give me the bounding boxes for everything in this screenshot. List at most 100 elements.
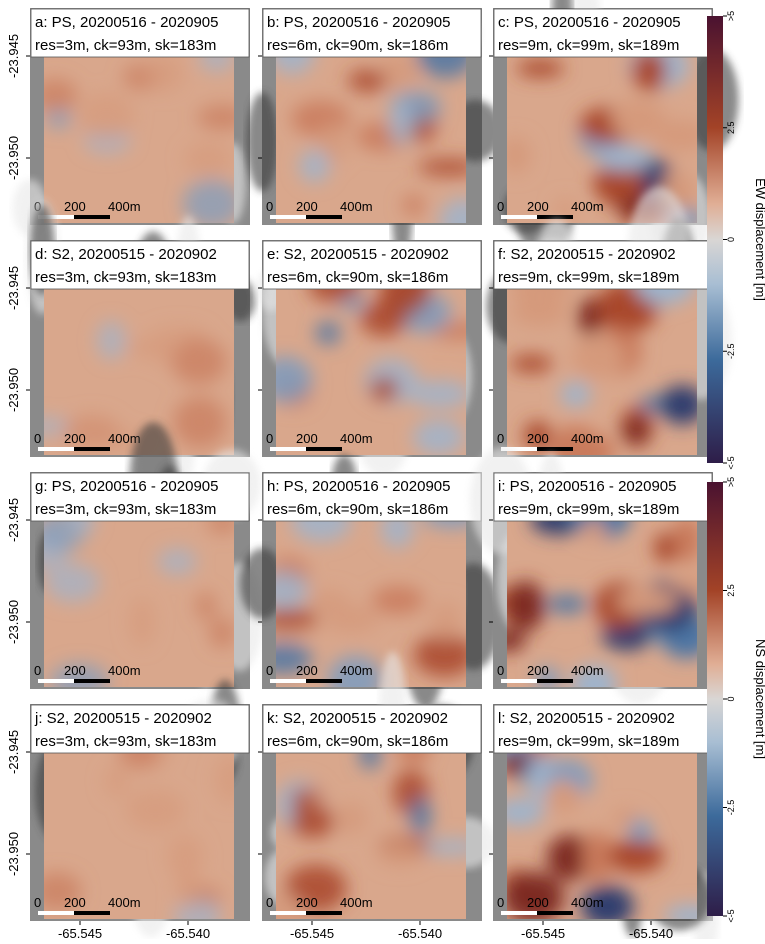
scale-bar-label: 400m xyxy=(340,663,373,678)
x-tick-label: -65.540 xyxy=(166,926,210,939)
scale-bar-label: 200 xyxy=(527,663,549,678)
scale-bar-label: 200 xyxy=(64,663,86,678)
y-tick-label: -23.945 xyxy=(6,266,21,310)
displacement-blob xyxy=(507,581,545,631)
displacement-blob xyxy=(45,563,100,602)
displacement-raster xyxy=(258,262,492,455)
scale-bar-label: 0 xyxy=(266,199,273,214)
x-tick-label: -65.545 xyxy=(58,926,102,939)
scale-bar-label: 200 xyxy=(296,663,318,678)
scale-bar-label: 200 xyxy=(64,199,86,214)
displacement-blob xyxy=(315,321,340,344)
scale-bar-black xyxy=(74,447,110,451)
displacement-blob xyxy=(172,339,227,385)
colorbar-tick-label: <-5 xyxy=(726,456,736,469)
scale-bar-label: 200 xyxy=(296,199,318,214)
displacement-blob xyxy=(608,840,664,873)
panel-params: res=3m, ck=93m, sk=183m xyxy=(35,733,216,750)
y-tick-label: -23.950 xyxy=(6,600,21,644)
scale-bar-black xyxy=(306,679,342,683)
scale-bar-black xyxy=(537,447,573,451)
scale-bar-black xyxy=(537,215,573,219)
displacement-blob xyxy=(173,397,226,448)
scale-bar-white xyxy=(270,215,306,219)
displacement-blob xyxy=(372,586,424,614)
panel-title: e: S2, 20200515 - 2020902 xyxy=(267,246,449,263)
displacement-blob xyxy=(209,618,235,648)
scale-bar-white xyxy=(270,679,306,683)
displacement-blob xyxy=(560,382,591,407)
scale-bar-label: 400m xyxy=(571,663,604,678)
y-tick-label: -23.945 xyxy=(6,730,21,774)
scale-bar-black xyxy=(306,447,342,451)
scale-bar-white xyxy=(38,679,74,683)
scale-bar-label: 200 xyxy=(296,895,318,910)
x-tick-label: -65.545 xyxy=(521,926,565,939)
panel-params: res=6m, ck=90m, sk=186m xyxy=(267,269,448,286)
scale-bar-black xyxy=(74,215,110,219)
map-panel: i: PS, 20200516 - 2020905res=9m, ck=99m,… xyxy=(470,447,713,704)
map-panel: j: S2, 20200515 - 2020902 res=3m, ck=93m,… xyxy=(6,680,250,939)
scale-bar-black xyxy=(74,911,110,915)
panel-params: res=3m, ck=93m, sk=183m xyxy=(35,37,216,54)
panel-params: res=9m, ck=99m, sk=189m xyxy=(498,37,679,54)
panel-params: res=6m, ck=90m, sk=186m xyxy=(267,37,448,54)
colorbar-scale xyxy=(707,482,723,916)
scale-bar-label: 0 xyxy=(266,431,273,446)
scale-bar-black xyxy=(74,679,110,683)
scale-bar-label: 400m xyxy=(108,199,141,214)
displacement-blob xyxy=(291,789,312,813)
panel-title: g: PS, 20200516 - 2020905 xyxy=(35,478,219,495)
colorbar-tick-label: -2.5 xyxy=(726,800,736,816)
scale-bar-label: 400m xyxy=(340,431,373,446)
y-tick-label: -23.950 xyxy=(6,136,21,180)
scale-bar-white xyxy=(270,447,306,451)
y-tick-label: -23.950 xyxy=(6,832,21,876)
panel-params: res=6m, ck=90m, sk=186m xyxy=(267,501,448,518)
panel-params: res=3m, ck=93m, sk=183m xyxy=(35,269,216,286)
displacement-blob xyxy=(654,533,676,563)
colorbar-label: NS displacement [m] xyxy=(753,639,765,759)
displacement-blob xyxy=(370,377,399,402)
displacement-blob xyxy=(158,548,197,575)
scale-bar-label: 400m xyxy=(108,663,141,678)
colorbar-tick-label: >5 xyxy=(726,477,736,487)
scale-bar-label: 0 xyxy=(497,199,504,214)
colorbar-scale xyxy=(707,16,723,463)
displacement-blob xyxy=(622,418,650,444)
scale-bar-white xyxy=(270,911,306,915)
displacement-blob xyxy=(360,300,408,336)
figure: a: PS, 20200516 - 2020905res=3m, ck=93m,… xyxy=(0,0,765,939)
scale-bar-label: 400m xyxy=(571,895,604,910)
panel-title: b: PS, 20200516 - 2020905 xyxy=(267,14,451,31)
scale-bar-label: 200 xyxy=(527,431,549,446)
map-panel: b: PS, 20200516 - 2020905 res=6m, ck=90m,… xyxy=(247,8,503,264)
panel-title: j: S2, 20200515 - 2020902 xyxy=(34,710,212,727)
scale-bar-label: 200 xyxy=(64,895,86,910)
colorbar-tick-label: <-5 xyxy=(726,909,736,922)
hillshade-ridge xyxy=(247,92,279,191)
displacement-blob xyxy=(45,110,72,129)
displacement-blob xyxy=(97,321,126,360)
displacement-blob xyxy=(430,602,461,640)
displacement-raster xyxy=(15,280,234,455)
displacement-blob xyxy=(545,779,580,814)
colorbar-tick-label: 0 xyxy=(726,237,736,242)
colorbar-tick-label: >5 xyxy=(726,11,736,21)
scale-bar-label: 400m xyxy=(340,895,373,910)
scale-bar-label: 0 xyxy=(497,895,504,910)
scale-bar-label: 0 xyxy=(497,431,504,446)
displacement-blob xyxy=(408,381,471,408)
map-panel: c: PS, 20200516 - 2020905res=9m, ck=99m,… xyxy=(489,0,739,263)
panel-title: l: S2, 20200515 - 2020902 xyxy=(498,710,675,727)
displacement-blob xyxy=(129,598,155,647)
scale-bar-label: 200 xyxy=(527,199,549,214)
displacement-blob xyxy=(510,356,552,372)
y-tick-label: -23.950 xyxy=(6,368,21,412)
map-panel: g: PS, 20200516 - 2020905res=3m, ck=93m,… xyxy=(6,422,263,699)
scale-bar-label: 0 xyxy=(266,663,273,678)
scale-bar-label: 400m xyxy=(340,199,373,214)
panel-params: res=9m, ck=99m, sk=189m xyxy=(498,501,679,518)
displacement-blob xyxy=(376,840,422,867)
